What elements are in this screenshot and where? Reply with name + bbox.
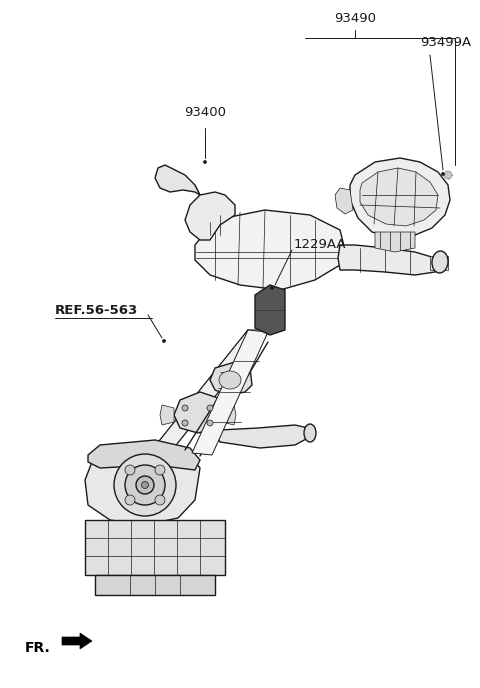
- Ellipse shape: [207, 405, 213, 411]
- Polygon shape: [88, 440, 200, 470]
- Text: 93499A: 93499A: [420, 36, 471, 48]
- Text: REF.56-563: REF.56-563: [55, 303, 138, 316]
- Polygon shape: [338, 245, 438, 275]
- Polygon shape: [255, 285, 285, 335]
- Polygon shape: [192, 330, 268, 455]
- Ellipse shape: [442, 173, 444, 175]
- Ellipse shape: [182, 405, 188, 411]
- Polygon shape: [152, 330, 268, 450]
- Polygon shape: [375, 232, 415, 252]
- Ellipse shape: [155, 495, 165, 505]
- Text: FR.: FR.: [25, 641, 51, 655]
- Polygon shape: [174, 392, 222, 433]
- Ellipse shape: [125, 465, 135, 475]
- Polygon shape: [195, 210, 345, 290]
- Polygon shape: [215, 425, 308, 448]
- Ellipse shape: [204, 160, 206, 164]
- Polygon shape: [335, 188, 353, 214]
- Ellipse shape: [304, 424, 316, 442]
- Ellipse shape: [432, 251, 448, 273]
- Polygon shape: [210, 362, 252, 395]
- Ellipse shape: [219, 371, 241, 389]
- Ellipse shape: [136, 476, 154, 494]
- Text: 93400: 93400: [184, 105, 226, 118]
- Text: 93490: 93490: [334, 12, 376, 25]
- Text: 1229AA: 1229AA: [294, 239, 347, 252]
- Bar: [430, 256, 448, 270]
- Bar: [95, 575, 215, 595]
- Bar: [85, 520, 225, 575]
- Polygon shape: [155, 165, 200, 195]
- Ellipse shape: [114, 454, 176, 516]
- Ellipse shape: [271, 286, 274, 290]
- Polygon shape: [85, 442, 200, 525]
- Polygon shape: [350, 158, 450, 238]
- Ellipse shape: [163, 339, 166, 343]
- Polygon shape: [62, 633, 92, 649]
- Ellipse shape: [125, 495, 135, 505]
- Polygon shape: [160, 405, 174, 425]
- Polygon shape: [222, 405, 236, 425]
- Polygon shape: [360, 168, 438, 226]
- Ellipse shape: [207, 420, 213, 426]
- Ellipse shape: [125, 465, 165, 505]
- Ellipse shape: [444, 171, 452, 179]
- Ellipse shape: [182, 420, 188, 426]
- Ellipse shape: [142, 482, 148, 488]
- Ellipse shape: [155, 465, 165, 475]
- Polygon shape: [185, 192, 235, 240]
